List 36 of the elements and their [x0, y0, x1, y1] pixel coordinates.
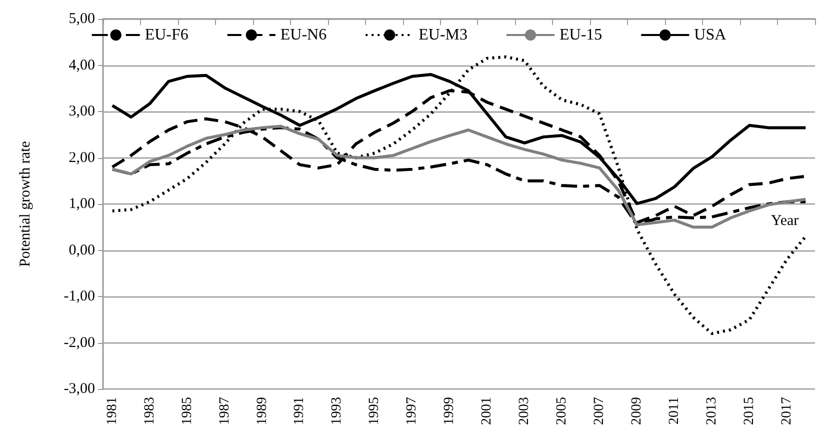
y-tick-label: 3,00 [68, 104, 95, 120]
y-tick-label: -2,00 [64, 334, 95, 351]
y-tick-label: 5,00 [68, 11, 95, 27]
x-tick-label: 2011 [666, 397, 682, 424]
x-tick-label: 1983 [142, 397, 158, 425]
x-tick-label: 2015 [742, 397, 757, 425]
legend-label: EU-N6 [280, 26, 327, 44]
x-tick-label: 1985 [180, 397, 195, 425]
legend-label: EU-M3 [418, 26, 468, 44]
y-tick-label: 2,00 [68, 150, 95, 166]
y-tick-label: -1,00 [64, 288, 95, 304]
y-tick-label: 1,00 [68, 196, 95, 212]
y-tick-label: 0,00 [68, 242, 95, 258]
x-tick-label: 1995 [367, 397, 382, 425]
x-tick-label: 2017 [779, 397, 794, 425]
x-tick-label: 1997 [404, 397, 420, 425]
x-tick-label: 1999 [442, 397, 458, 425]
x-tick-label: 2001 [480, 397, 495, 425]
x-axis-title: Year [771, 212, 799, 229]
x-tick-label: 1981 [104, 397, 120, 425]
y-axis-title: Potential growth rate [18, 140, 34, 267]
x-tick-label: 1993 [330, 397, 345, 425]
x-tick-label: 1989 [254, 397, 270, 425]
x-tick-label: 2009 [630, 397, 644, 425]
y-tick-label: -3,00 [64, 381, 95, 397]
y-tick-label: 4,00 [68, 57, 95, 74]
legend-label: USA [694, 26, 727, 44]
x-tick-label: 1987 [217, 397, 232, 425]
legend-label: EU-F6 [144, 26, 188, 44]
x-tick-label: 2003 [517, 397, 532, 425]
x-tick-label: 2005 [554, 397, 570, 425]
x-tick-label: 1991 [292, 397, 308, 425]
legend-label: EU-15 [559, 26, 602, 44]
line-series [110, 55, 808, 335]
x-tick-label: 2007 [592, 397, 608, 425]
x-tick-label: 2013 [704, 397, 720, 425]
